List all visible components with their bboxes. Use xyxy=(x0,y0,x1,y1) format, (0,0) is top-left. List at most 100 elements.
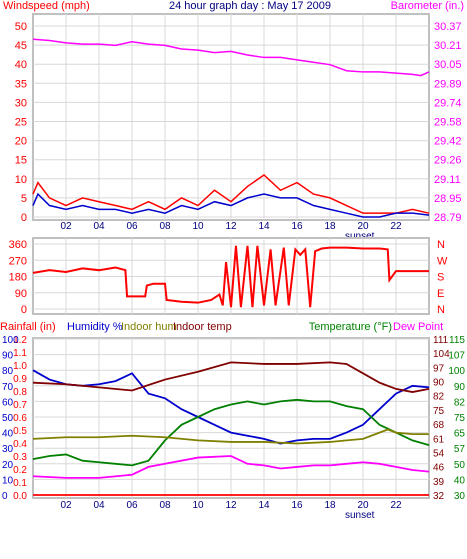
x-tick-label: 20 xyxy=(357,500,369,511)
degree-tick-label: 0 xyxy=(21,304,27,316)
windspeed-tick-label: 5 xyxy=(21,193,27,205)
dewpoint-tick-label: 40 xyxy=(454,475,466,486)
x-tick-label: 14 xyxy=(258,500,270,511)
temperature-tick-label: 111 xyxy=(433,335,449,346)
rainfall-tick-label: 0.7 xyxy=(13,400,27,411)
barometer-tick-label: 28.95 xyxy=(434,193,462,205)
rainfall-tick-label: 1.2 xyxy=(13,335,27,346)
humidity-tick-label: 30 xyxy=(2,444,14,455)
series-line xyxy=(32,369,430,445)
sunset-label: sunset xyxy=(345,231,375,242)
dewpoint-tick-label: 100 xyxy=(448,366,465,377)
temperature-tick-label: 32 xyxy=(433,491,445,502)
rainfall-tick-label: 1.1 xyxy=(13,348,27,359)
humidity-tick-label: 60 xyxy=(2,397,14,408)
compass-tick-label: W xyxy=(437,255,448,267)
temperature-tick-label: 82 xyxy=(433,392,445,403)
dewpoint-tick-label: 82 xyxy=(454,397,466,408)
panel1-x-ticks: 02 04 06 08 10 12 14 16 18 20 22 sunset xyxy=(60,221,402,242)
barometer-tick-label: 30.05 xyxy=(434,59,462,71)
x-tick-label: 22 xyxy=(390,500,402,511)
dewpoint-tick-label: 115 xyxy=(449,335,465,346)
panel-wind-barometer: 24 hour graph day : May 17 2009 Windspee… xyxy=(3,0,464,242)
series-line xyxy=(32,361,430,393)
series-line xyxy=(32,398,430,467)
rainfall-tick-label: 0.4 xyxy=(13,439,27,450)
windspeed-tick-label: 40 xyxy=(15,59,27,71)
panel2-series xyxy=(32,245,429,308)
panel3-x-ticks: 02 04 06 08 10 12 14 16 18 20 22 sunset xyxy=(60,500,402,521)
dewpoint-tick-label: 30 xyxy=(454,491,466,502)
sunset-label: sunset xyxy=(345,510,375,521)
rainfall-tick-label: 0.3 xyxy=(13,452,27,463)
degree-tick-label: 90 xyxy=(15,288,27,300)
barometer-tick-label: 30.21 xyxy=(434,40,462,52)
barometer-tick-label: 29.11 xyxy=(434,174,461,186)
x-tick-label: 04 xyxy=(93,500,105,511)
indoor-hum-axis-title: Indoor hum xyxy=(121,321,177,333)
panel3-grid xyxy=(33,338,429,498)
temperature-tick-label: 90 xyxy=(433,378,445,389)
series-line xyxy=(32,428,429,445)
windspeed-tick-label: 45 xyxy=(15,40,27,52)
temperature-tick-label: 97 xyxy=(433,363,445,374)
rainfall-axis-title: Rainfall (in) xyxy=(0,321,56,333)
temperature-axis-title: Temperature (°F) xyxy=(309,321,392,333)
x-tick-label: 22 xyxy=(390,221,402,232)
windspeed-tick-label: 0 xyxy=(21,212,27,224)
dew-point-axis-title: Dew Point xyxy=(393,321,443,333)
x-tick-label: 14 xyxy=(258,221,270,232)
windspeed-tick-label: 20 xyxy=(15,136,27,148)
x-tick-label: 06 xyxy=(126,500,138,511)
temperature-tick-label: 61 xyxy=(433,434,445,445)
temperature-tick-label: 39 xyxy=(433,477,445,488)
panel2-grid xyxy=(33,238,429,314)
humidity-tick-label: 70 xyxy=(2,382,14,393)
humidity-tick-label: 40 xyxy=(2,429,14,440)
humidity-tick-label: 10 xyxy=(2,475,14,486)
panel3-series xyxy=(32,361,430,496)
temperature-tick-label: 46 xyxy=(433,463,445,474)
windspeed-tick-label: 35 xyxy=(15,78,27,90)
degree-tick-label: 360 xyxy=(9,239,27,251)
x-tick-label: 12 xyxy=(225,500,237,511)
temperature-tick-label: 54 xyxy=(433,448,445,459)
barometer-tick-label: 28.79 xyxy=(434,212,462,224)
x-tick-label: 08 xyxy=(159,221,171,232)
rainfall-tick-label: 0.9 xyxy=(13,374,27,385)
compass-tick-label: N xyxy=(437,304,445,316)
series-line xyxy=(32,192,430,218)
panel-temperature-humidity: Rainfall (in) Humidity % Indoor hum Indo… xyxy=(0,321,465,521)
rainfall-tick-label: 0.8 xyxy=(13,387,27,398)
dewpoint-tick-label: 57 xyxy=(454,444,466,455)
humidity-tick-label: 50 xyxy=(2,413,14,424)
rainfall-tick-label: 1.0 xyxy=(13,361,27,372)
rainfall-tick-label: 0.6 xyxy=(13,413,27,424)
windspeed-tick-label: 25 xyxy=(15,117,27,129)
rainfall-tick-label: 0.0 xyxy=(13,491,27,502)
x-tick-label: 02 xyxy=(60,221,72,232)
humidity-tick-label: 20 xyxy=(2,460,14,471)
x-tick-label: 18 xyxy=(324,500,336,511)
temperature-tick-label: 75 xyxy=(433,406,445,417)
series-line xyxy=(32,174,430,214)
barometer-axis-title: Barometer (in.) xyxy=(391,0,464,12)
panel3-rainfall-ticks: 0.0 0.1 0.2 0.3 0.4 0.5 0.6 0.7 0.8 0.9 1.0 1.1 1.2 xyxy=(13,335,27,502)
compass-tick-label: S xyxy=(437,272,444,284)
barometer-tick-label: 29.89 xyxy=(434,78,462,90)
x-tick-label: 08 xyxy=(159,500,171,511)
windspeed-tick-label: 30 xyxy=(15,97,27,109)
x-tick-label: 06 xyxy=(126,221,138,232)
x-tick-label: 20 xyxy=(357,221,369,232)
windspeed-tick-label: 15 xyxy=(15,155,27,167)
series-line xyxy=(32,455,430,479)
humidity-axis-title: Humidity % xyxy=(67,321,123,333)
compass-tick-label: N xyxy=(437,239,445,251)
x-tick-label: 18 xyxy=(324,221,336,232)
barometer-tick-label: 29.26 xyxy=(434,155,462,167)
compass-tick-label: E xyxy=(437,288,444,300)
humidity-tick-label: 0 xyxy=(2,491,8,502)
x-tick-label: 10 xyxy=(192,500,204,511)
panel2-degree-ticks: 0 90 180 270 360 xyxy=(9,239,27,316)
degree-tick-label: 270 xyxy=(9,255,27,267)
